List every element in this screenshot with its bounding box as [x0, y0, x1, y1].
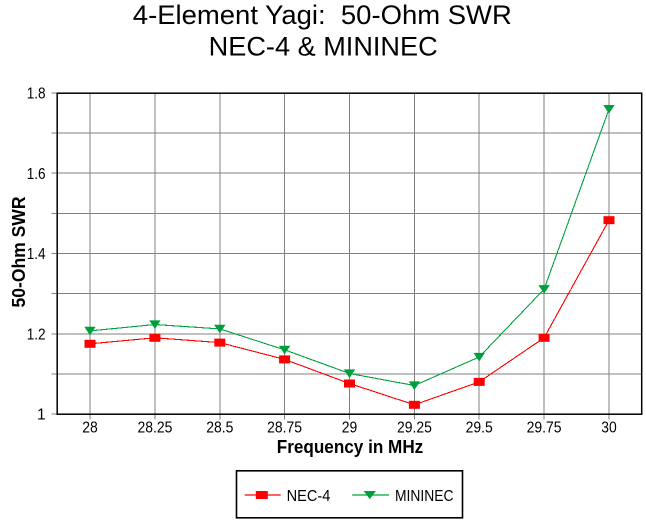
- svg-text:30: 30: [601, 419, 617, 436]
- svg-text:4-Element Yagi: 50-Ohm SWR: 4-Element Yagi: 50-Ohm SWR: [133, 0, 512, 30]
- svg-text:1.2: 1.2: [27, 326, 46, 343]
- svg-text:1: 1: [37, 407, 46, 424]
- svg-text:Frequency in MHz: Frequency in MHz: [277, 437, 424, 457]
- svg-text:NEC-4: NEC-4: [287, 488, 331, 505]
- svg-text:MININEC: MININEC: [395, 488, 454, 505]
- svg-text:28.25: 28.25: [137, 419, 172, 436]
- svg-text:50-Ohm SWR: 50-Ohm SWR: [9, 197, 29, 308]
- svg-text:28.75: 28.75: [267, 419, 302, 436]
- svg-text:29.5: 29.5: [466, 419, 493, 436]
- svg-text:1.4: 1.4: [27, 246, 46, 263]
- svg-text:29.25: 29.25: [397, 419, 432, 436]
- svg-text:1.6: 1.6: [27, 166, 46, 183]
- svg-text:29.75: 29.75: [527, 419, 562, 436]
- svg-text:28: 28: [82, 419, 98, 436]
- svg-text:28.5: 28.5: [206, 419, 233, 436]
- svg-text:29: 29: [342, 419, 358, 436]
- svg-text:1.8: 1.8: [27, 86, 46, 103]
- svg-text:NEC-4 & MININEC: NEC-4 & MININEC: [209, 31, 438, 61]
